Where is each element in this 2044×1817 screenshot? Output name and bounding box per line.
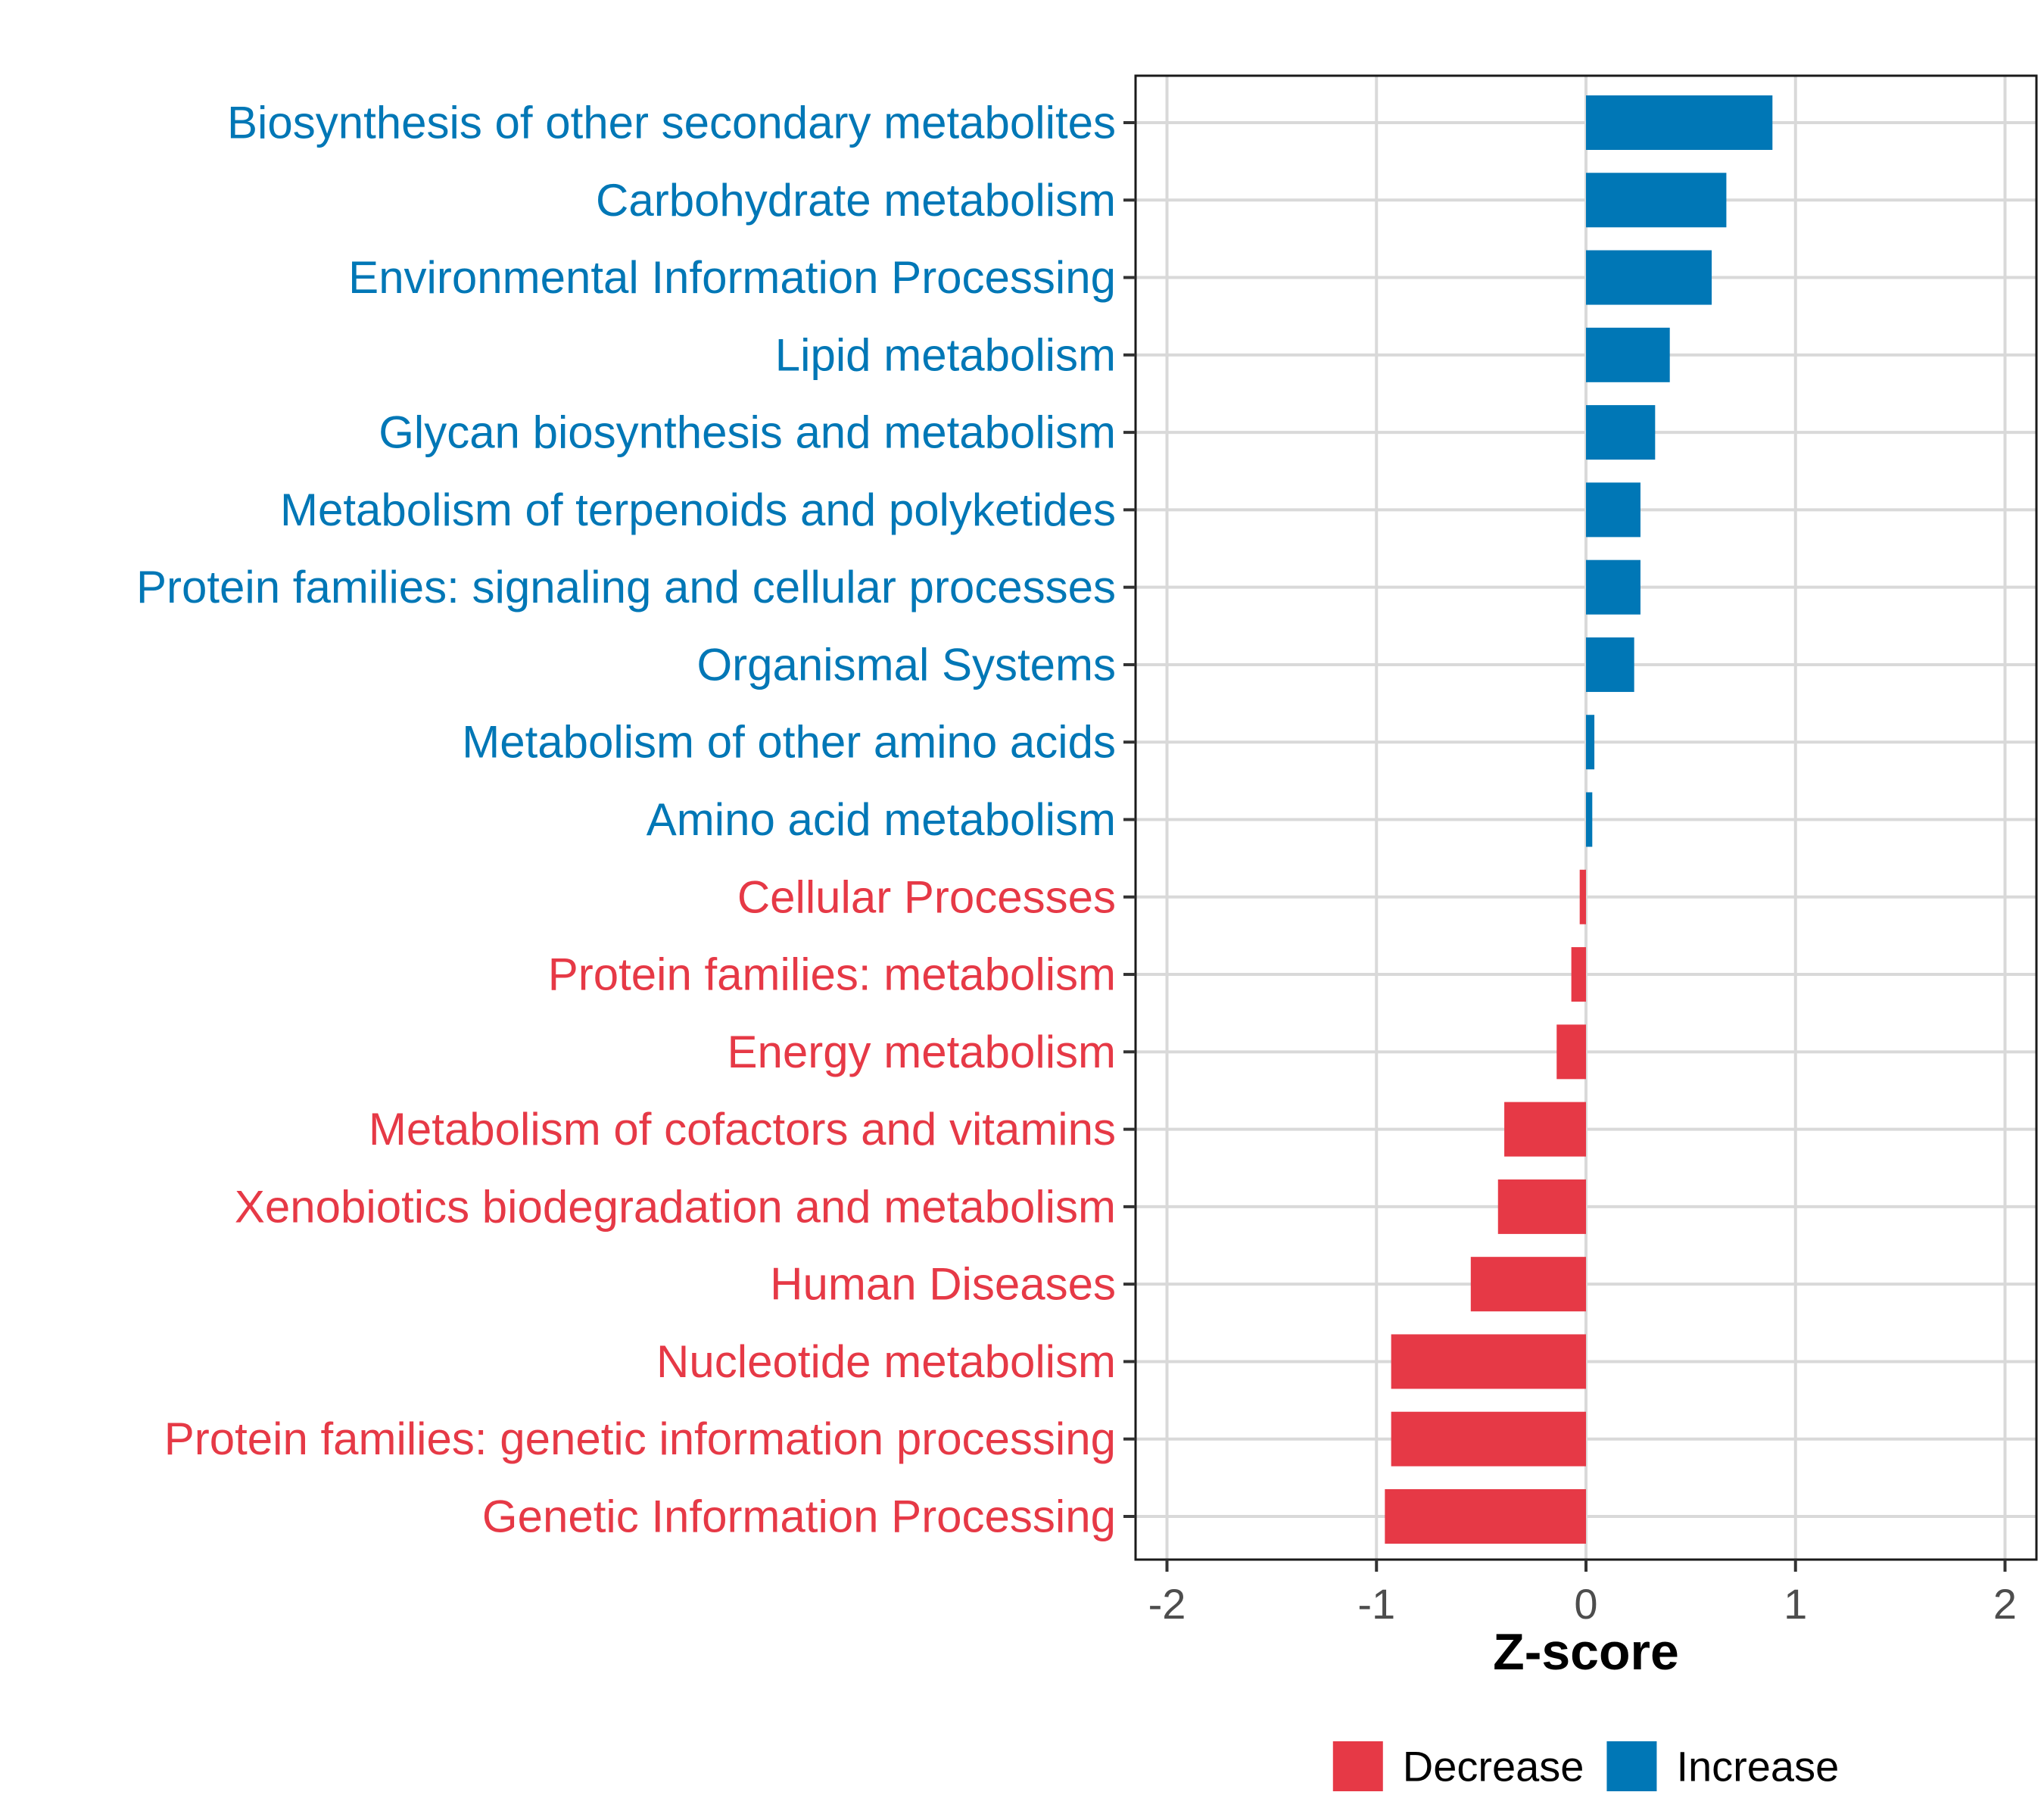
bar [1586, 482, 1640, 538]
bars [1385, 95, 1773, 1544]
bar [1586, 792, 1593, 847]
y-axis-ticks: Biosynthesis of other secondary metaboli… [136, 98, 1136, 1542]
category-label: Human Diseases [770, 1259, 1116, 1310]
bar [1586, 327, 1670, 382]
legend-label: Decrease [1403, 1743, 1584, 1791]
x-tick-label: -1 [1357, 1580, 1395, 1628]
bar [1586, 637, 1634, 692]
bar [1497, 1179, 1586, 1234]
bar [1391, 1334, 1586, 1389]
category-label: Environmental Information Processing [348, 252, 1116, 303]
category-label: Metabolism of other amino acids [462, 717, 1116, 768]
legend: Decrease Increase [1332, 1741, 1839, 1791]
legend-item: Increase [1606, 1741, 1839, 1791]
x-tick-label: 2 [1993, 1580, 2017, 1628]
bar [1586, 559, 1640, 615]
category-label: Amino acid metabolism [647, 794, 1116, 845]
category-label: Organismal Systems [697, 639, 1116, 690]
x-axis-title: Z-score [1493, 1623, 1679, 1681]
bar [1586, 173, 1727, 228]
x-tick-label: 1 [1784, 1580, 1807, 1628]
category-label: Xenobiotics biodegradation and metabolis… [235, 1181, 1116, 1232]
legend-item: Decrease [1332, 1741, 1584, 1791]
category-label: Energy metabolism [727, 1027, 1116, 1077]
x-tick-label: 0 [1574, 1580, 1597, 1628]
category-label: Protein families: genetic information pr… [164, 1413, 1116, 1464]
category-label: Nucleotide metabolism [656, 1336, 1116, 1387]
bar [1556, 1024, 1586, 1080]
legend-key [1332, 1741, 1383, 1791]
legend-label: Increase [1676, 1743, 1839, 1791]
bar [1586, 715, 1595, 770]
bar [1470, 1257, 1586, 1312]
category-label: Metabolism of cofactors and vitamins [369, 1104, 1116, 1155]
category-label: Biosynthesis of other secondary metaboli… [227, 98, 1116, 148]
category-label: Protein families: metabolism [548, 949, 1116, 1000]
category-label: Glycan biosynthesis and metabolism [379, 407, 1116, 458]
category-label: Genetic Information Processing [482, 1491, 1116, 1542]
bar [1385, 1489, 1586, 1544]
x-tick-label: -2 [1148, 1580, 1186, 1628]
category-label: Lipid metabolism [775, 329, 1116, 380]
bar [1504, 1102, 1586, 1157]
bar [1586, 95, 1773, 150]
bar [1586, 405, 1656, 460]
x-axis-ticks: -2 -1 0 1 2 [1148, 1560, 2017, 1628]
bar [1391, 1411, 1586, 1466]
category-label: Cellular Processes [737, 871, 1116, 922]
category-label: Carbohydrate metabolism [596, 175, 1116, 226]
category-label: Metabolism of terpenoids and polyketides [280, 485, 1116, 535]
bar [1571, 947, 1586, 1002]
category-label: Protein families: signaling and cellular… [136, 562, 1116, 612]
bar [1579, 869, 1586, 924]
legend-key [1606, 1741, 1657, 1791]
bar [1586, 250, 1712, 305]
